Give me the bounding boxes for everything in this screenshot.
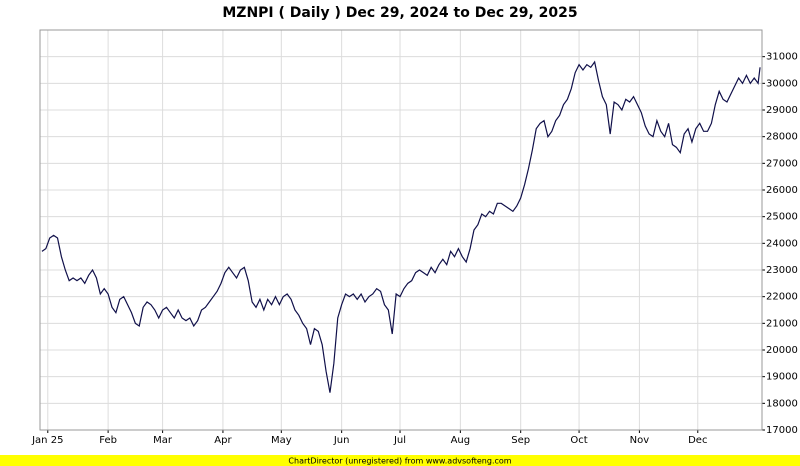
y-tick-label: 17000 xyxy=(766,425,798,436)
y-tick-label: 22000 xyxy=(766,292,798,303)
y-tick-label: 23000 xyxy=(766,265,798,276)
y-tick-label: 24000 xyxy=(766,238,798,249)
x-tick-label: Jan 25 xyxy=(31,435,63,446)
x-tick-label: Jul xyxy=(393,435,406,446)
x-tick-label: Dec xyxy=(688,435,707,446)
y-tick-label: 28000 xyxy=(766,132,798,143)
plot-area xyxy=(39,29,763,431)
x-tick-label: Sep xyxy=(511,435,530,446)
y-tick-label: 29000 xyxy=(766,105,798,116)
y-tick-label: 31000 xyxy=(766,52,798,63)
data-line xyxy=(41,60,761,393)
y-tick-label: 19000 xyxy=(766,372,798,383)
y-tick-label: 26000 xyxy=(766,185,798,196)
footer-bar xyxy=(0,455,800,466)
plot-border xyxy=(39,29,763,431)
footer: ChartDirector (unregistered) from www.ad… xyxy=(288,457,511,466)
x-tick-label: Aug xyxy=(451,435,471,446)
x-tick-label: Nov xyxy=(630,435,650,446)
x-tick-label: Apr xyxy=(214,435,232,446)
x-tick-label: Feb xyxy=(99,435,117,446)
y-tick-label: 25000 xyxy=(766,212,798,223)
y-tick-label: 18000 xyxy=(766,398,798,409)
x-tick-label: Oct xyxy=(570,435,587,446)
chart-title: MZNPI ( Daily ) Dec 29, 2024 to Dec 29, … xyxy=(222,5,577,21)
x-tick-label: May xyxy=(271,435,292,446)
y-tick-label: 30000 xyxy=(766,78,798,89)
x-tick-label: Mar xyxy=(153,435,173,446)
y-tick-label: 20000 xyxy=(766,345,798,356)
y-tick-label: 27000 xyxy=(766,158,798,169)
x-tick-label: Jun xyxy=(333,435,350,446)
y-tick-label: 21000 xyxy=(766,318,798,329)
